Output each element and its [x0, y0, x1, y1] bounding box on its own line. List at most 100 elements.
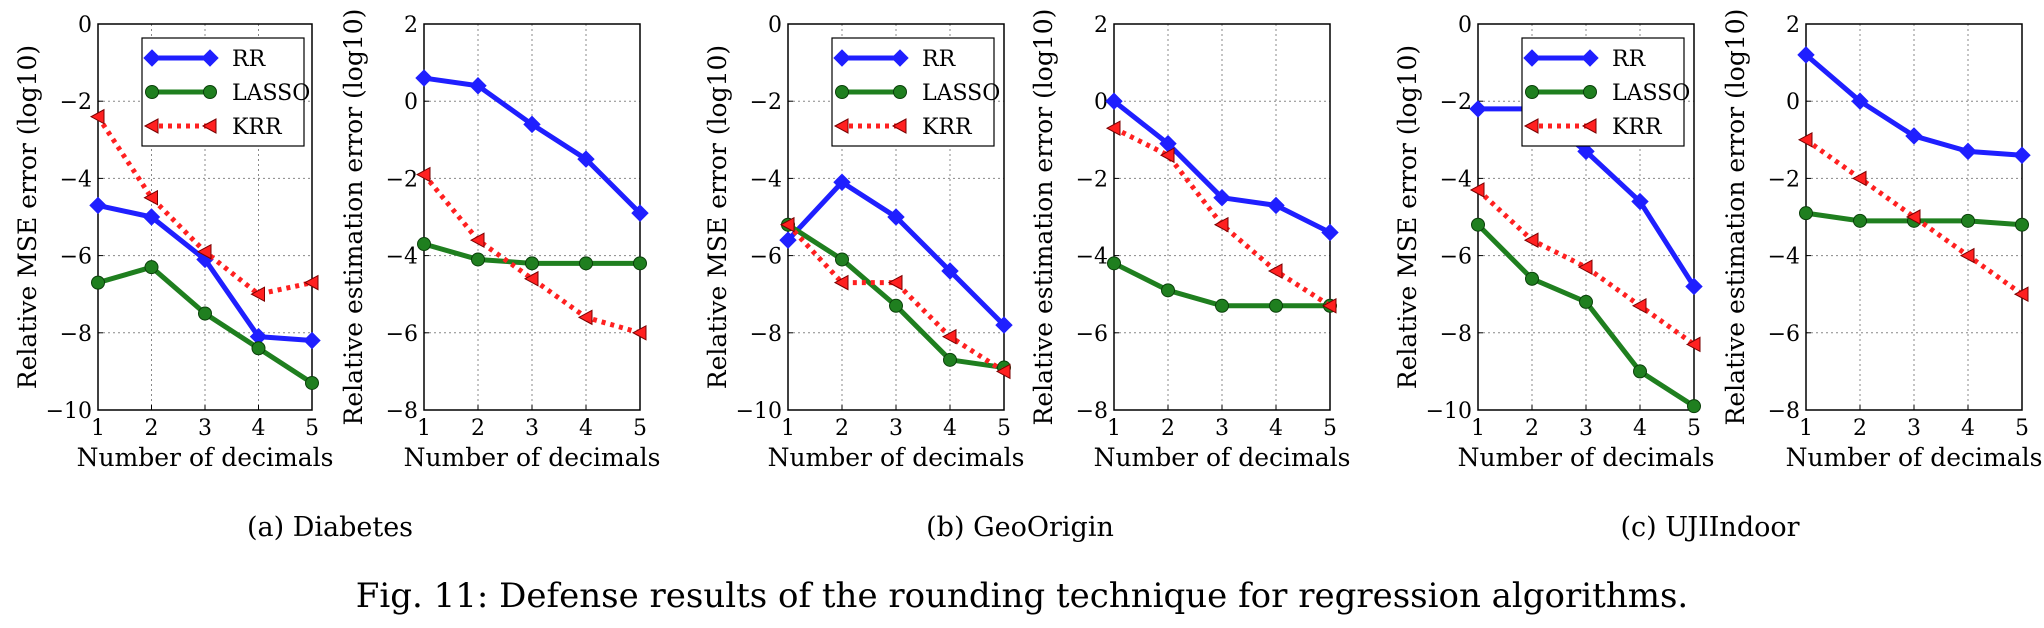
data-point-lasso — [251, 341, 266, 356]
data-point-lasso — [943, 352, 957, 367]
y-axis-label: Relative estimation error (log10) — [1721, 9, 1750, 426]
figure-caption: Fig. 11: Defense results of the rounding… — [355, 576, 1689, 616]
y-axis-label: Relative MSE error (log10) — [703, 45, 732, 389]
legend-marker-lasso — [893, 85, 907, 99]
data-point-rr — [303, 331, 321, 350]
data-point-krr — [1267, 263, 1283, 279]
x-axis-label: Number of decimals — [1786, 443, 2043, 472]
x-tick-label: 5 — [305, 416, 319, 441]
series-krr — [89, 108, 319, 303]
x-tick-label: 2 — [145, 416, 159, 441]
data-point-rr — [469, 77, 487, 95]
y-tick-label: −6 — [60, 245, 92, 270]
data-point-krr — [833, 274, 849, 291]
y-axis-label: Relative estimation error (log10) — [1029, 9, 1058, 426]
series-krr — [415, 166, 647, 341]
y-tick-label: −10 — [46, 399, 92, 424]
y-tick-label: −2 — [1768, 167, 1800, 192]
legend: RR LASSO KRR — [1521, 37, 1690, 147]
data-point-lasso — [471, 252, 485, 267]
series-lasso — [1107, 256, 1337, 313]
y-tick-label: 0 — [768, 13, 782, 38]
data-point-lasso — [91, 275, 105, 290]
data-point-lasso — [579, 256, 593, 271]
data-point-krr — [1213, 216, 1229, 233]
y-tick-label: −6 — [1076, 322, 1108, 347]
y-tick-label: −6 — [750, 245, 782, 270]
x-tick-label: 1 — [91, 416, 105, 441]
data-point-krr — [89, 108, 105, 125]
x-tick-label: 4 — [252, 416, 266, 441]
data-point-krr — [469, 232, 485, 248]
y-tick-label: −8 — [1440, 322, 1472, 347]
data-point-lasso — [1215, 298, 1229, 313]
legend: RR LASSO KRR — [831, 37, 1000, 147]
series-rr — [1105, 92, 1339, 242]
y-tick-label: −2 — [750, 90, 782, 115]
series-lasso — [91, 260, 319, 390]
data-point-rr — [995, 316, 1013, 334]
series-krr — [1105, 120, 1337, 314]
y-tick-label: −8 — [750, 322, 782, 347]
x-tick-label: 5 — [633, 416, 647, 441]
data-point-rr — [833, 173, 851, 191]
data-point-lasso — [889, 298, 903, 313]
legend-label-rr: RR — [922, 47, 957, 72]
y-tick-label: −8 — [1076, 399, 1108, 424]
x-tick-label: 2 — [1525, 416, 1539, 441]
legend-label-rr: RR — [1612, 47, 1647, 72]
legend-marker-rr — [1523, 49, 1541, 67]
x-tick-label: 3 — [1579, 416, 1593, 441]
data-point-krr — [1469, 182, 1485, 198]
legend-marker-lasso — [1583, 85, 1597, 99]
legend-marker-rr — [1581, 49, 1599, 67]
data-point-lasso — [1687, 399, 1701, 414]
data-point-krr — [303, 274, 319, 291]
y-tick-label: −2 — [1076, 167, 1108, 192]
x-axis-label: Number of decimals — [77, 443, 334, 472]
y-tick-label: −4 — [386, 245, 418, 270]
legend-marker-lasso — [835, 85, 849, 99]
legend-marker-lasso — [203, 85, 217, 99]
y-tick-label: −4 — [60, 167, 92, 192]
y-tick-label: 2 — [1786, 13, 1800, 38]
data-point-lasso — [1961, 213, 1975, 228]
series-rr — [779, 173, 1013, 334]
data-point-rr — [779, 231, 797, 249]
series-krr — [1797, 131, 2029, 303]
x-tick-label: 3 — [525, 416, 539, 441]
y-axis-label: Relative estimation error (log10) — [339, 9, 368, 426]
legend-marker-rr — [143, 49, 161, 67]
data-point-krr — [523, 270, 539, 287]
y-tick-label: −10 — [736, 399, 782, 424]
legend-marker-lasso — [1525, 85, 1539, 99]
x-tick-label: 1 — [1799, 416, 1813, 441]
data-point-krr — [995, 363, 1011, 380]
x-tick-label: 3 — [198, 416, 212, 441]
data-point-lasso — [1799, 206, 1813, 221]
x-tick-label: 3 — [889, 416, 903, 441]
data-point-rr — [1685, 277, 1703, 296]
y-tick-label: 0 — [1458, 13, 1472, 38]
data-point-krr — [143, 189, 158, 206]
y-tick-label: −6 — [1768, 322, 1800, 347]
legend-marker-lasso — [145, 85, 159, 99]
data-point-krr — [577, 309, 593, 326]
legend-marker-krr — [201, 118, 217, 134]
data-point-krr — [1577, 259, 1593, 276]
subcaption-geoorigin: (b) GeoOrigin — [926, 512, 1114, 543]
series-krr — [1469, 182, 1701, 353]
x-tick-label: 1 — [1107, 416, 1121, 441]
data-point-lasso — [835, 252, 849, 267]
y-tick-label: −4 — [1076, 245, 1108, 270]
x-tick-label: 4 — [579, 416, 593, 441]
data-point-krr — [2013, 286, 2029, 303]
data-point-rr — [1267, 196, 1285, 215]
legend-label-krr: KRR — [922, 115, 973, 140]
legend-label-lasso: LASSO — [1612, 81, 1690, 106]
data-point-lasso — [2015, 217, 2029, 232]
